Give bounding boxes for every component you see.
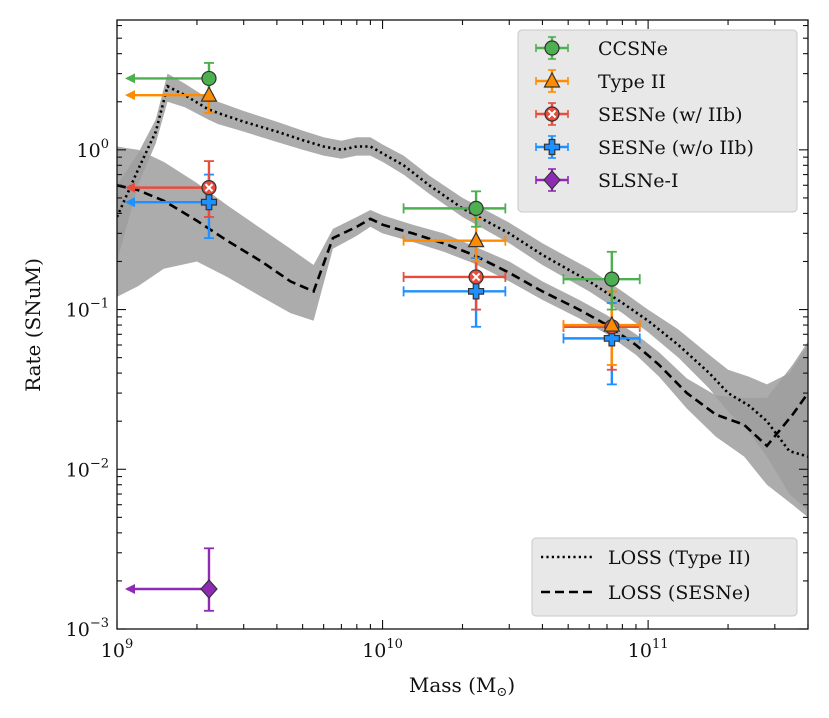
sesne-w-iib-point-0	[201, 180, 217, 196]
legend-sesne-w-o-iib-marker	[543, 138, 561, 156]
legend-ccsne-marker	[544, 40, 560, 56]
loss-sesne-band	[117, 146, 808, 518]
y-tick-label-1: 10−2	[66, 456, 109, 481]
x-tick-label-2: 1011	[628, 637, 669, 662]
type-ii-point-2	[603, 315, 621, 332]
legend-lines: LOSS (Type II) LOSS (SESNe)	[531, 537, 798, 617]
axis-ticks	[116, 20, 809, 630]
sesne-w-o-iib-point-1	[467, 283, 485, 300]
slsne-i-point-0	[200, 579, 218, 599]
slsne-i-limit-arrow-0	[125, 584, 135, 595]
x-tick-label-0: 109	[101, 637, 133, 662]
sesne-w-iib-point-1-cross	[471, 272, 481, 282]
legend-sesne-w-iib-marker-cross	[547, 109, 557, 119]
type-ii-point-0	[200, 85, 218, 102]
legend-slsne-i-marker	[543, 170, 561, 190]
legend-loss-type-ii-label: LOSS (Type II)	[608, 547, 751, 569]
data-markers	[200, 70, 621, 599]
sesne-w-iib-point-0-cross	[204, 183, 214, 192]
legend-sesne-w-o-iib-label: SESNe (w/o IIb)	[598, 137, 754, 159]
legend-lines-box	[531, 537, 798, 617]
legend-points-box	[517, 29, 798, 213]
x-axis-label: Mass (M⊙)	[409, 673, 515, 700]
x-tick-label-1: 1010	[362, 637, 403, 662]
sesne-w-iib-limit-arrow-0	[125, 182, 135, 193]
legend-type-ii-marker	[543, 71, 561, 88]
axis-tick-labels: 109 1010 1011 10−3 10−2 10−1 100	[66, 137, 669, 662]
legend-ccsne-label: CCSNe	[598, 38, 668, 60]
ccsne-point-2	[604, 271, 620, 287]
type-ii-limit-arrow-0	[125, 90, 135, 101]
sesne-w-o-iib-point-2	[603, 330, 620, 347]
legend-type-ii-label: Type II	[598, 71, 666, 93]
y-axis-label: Rate (SNuM)	[21, 258, 45, 392]
sesne-w-o-iib-point-0	[200, 194, 218, 211]
legend-points: CCSNe Type II SESNe (w/ IIb) SESNe (w/o IIb…	[517, 29, 798, 213]
loss-bands	[117, 73, 808, 518]
legend-sesne-w-iib-marker	[544, 106, 560, 122]
type-ii-point-1	[467, 231, 485, 248]
y-tick-label-0: 10−3	[66, 616, 109, 641]
ccsne-limit-arrow-0	[125, 73, 135, 84]
ccsne-point-0	[201, 70, 217, 87]
ccsne-point-1	[468, 200, 484, 216]
legend-loss-sesne-label: LOSS (SESNe)	[608, 582, 751, 604]
legend-slsne-i-label: SLSNe-I	[598, 170, 678, 192]
legend-sesne-w-iib-label: SESNe (w/ IIb)	[598, 104, 743, 126]
y-tick-label-2: 10−1	[66, 297, 109, 322]
y-tick-label-3: 100	[77, 137, 109, 162]
sesne-w-o-iib-limit-arrow-0	[125, 197, 135, 208]
sesne-w-iib-point-1	[468, 269, 484, 285]
